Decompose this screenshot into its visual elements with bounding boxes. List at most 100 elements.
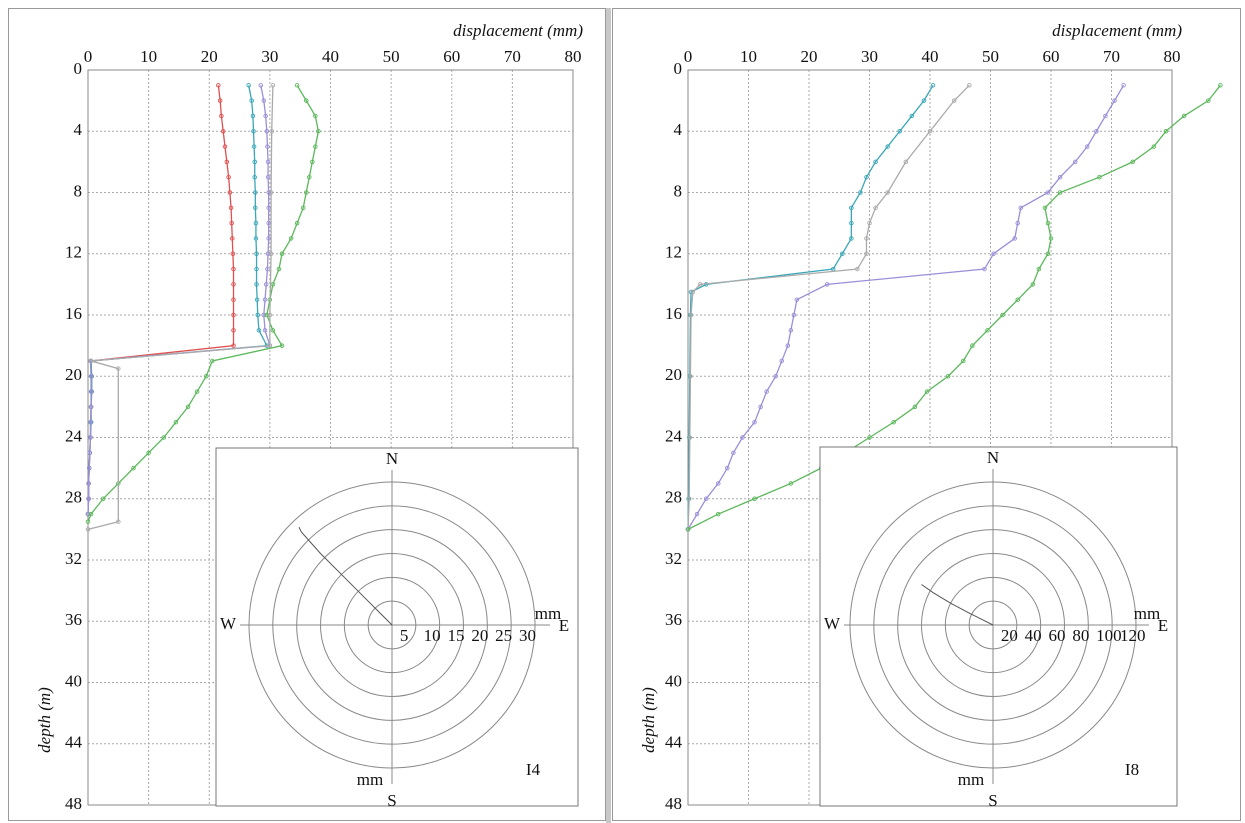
series-marker (264, 312, 270, 318)
series-marker (716, 511, 721, 517)
series-marker (867, 220, 872, 226)
series-marker (985, 328, 990, 333)
x-tick-label: 20 (801, 47, 818, 66)
ring-label: 20 (471, 626, 488, 645)
series-marker (316, 128, 321, 134)
series-marker (252, 159, 257, 165)
unit-label: mm (535, 604, 561, 623)
ring-label: 10 (424, 626, 441, 645)
ring-label: 80 (1072, 626, 1089, 645)
series-marker (1042, 205, 1048, 211)
series-marker (909, 113, 915, 119)
series-marker (849, 220, 854, 226)
series-marker (310, 159, 315, 165)
series-marker (731, 450, 736, 456)
ring-label: 60 (1049, 626, 1066, 645)
y-tick-label: 48 (65, 794, 82, 813)
series-marker (270, 328, 276, 333)
series-marker (230, 236, 235, 241)
series-line (87, 85, 274, 531)
series-marker (982, 266, 987, 272)
series-marker (1000, 312, 1005, 318)
series-marker (1206, 98, 1211, 103)
series-marker (265, 159, 271, 165)
series-line (687, 84, 970, 530)
series-marker (226, 174, 231, 180)
y-tick-label: 40 (65, 671, 82, 690)
series-marker (265, 144, 270, 149)
series-marker (885, 190, 890, 195)
west-label: W (220, 614, 237, 633)
series-marker (1045, 251, 1051, 256)
series-marker (85, 511, 91, 517)
series-marker (1151, 144, 1157, 149)
series-marker (88, 511, 94, 517)
series-line (687, 84, 1125, 530)
series-marker (250, 113, 256, 119)
y-tick-label: 28 (65, 488, 82, 507)
y-tick-label: 0 (674, 59, 683, 78)
series-marker (231, 312, 236, 318)
y-tick-label: 44 (65, 733, 83, 752)
series-marker (219, 113, 224, 119)
series-marker (924, 389, 930, 394)
series-marker (1163, 128, 1169, 134)
series-marker (254, 251, 259, 256)
series-marker (267, 343, 273, 348)
series-marker (1048, 236, 1054, 241)
x-tick-label: 30 (261, 47, 278, 66)
ring-label: 25 (495, 626, 512, 645)
series-marker (991, 251, 996, 256)
series-marker (262, 328, 268, 333)
series-marker (967, 83, 972, 88)
series-marker (131, 465, 136, 471)
north-label: N (987, 448, 999, 467)
series-marker (231, 297, 236, 302)
series-marker (264, 128, 270, 134)
series-marker (231, 343, 236, 348)
south-label: S (988, 791, 997, 810)
series-marker (203, 374, 209, 379)
series-marker (858, 190, 863, 195)
series-marker (263, 282, 269, 287)
series-marker (294, 83, 300, 88)
series-marker (873, 205, 878, 211)
series-marker (88, 435, 93, 440)
series-marker (263, 113, 268, 119)
range-ring (849, 481, 1137, 769)
series-marker (116, 519, 121, 524)
series-marker (88, 404, 94, 410)
series-marker (222, 144, 228, 149)
series-marker (927, 128, 933, 134)
series-marker (227, 190, 233, 195)
series-marker (752, 419, 757, 425)
unit-label: mm (357, 770, 383, 789)
ring-label: 120 (1120, 626, 1146, 645)
series-marker (288, 236, 294, 241)
x-tick-label: 70 (1103, 47, 1120, 66)
y-tick-label: 28 (665, 488, 682, 507)
series-marker (779, 358, 785, 364)
series-marker (824, 282, 830, 287)
series-marker (270, 83, 276, 88)
series-marker (1036, 266, 1042, 272)
east-label: E (559, 616, 569, 635)
y-tick-label: 8 (74, 181, 83, 200)
series-marker (307, 174, 312, 180)
displacement-trace (298, 527, 393, 626)
series-marker (1057, 190, 1063, 195)
series-marker (313, 113, 318, 119)
series-marker (265, 266, 270, 272)
series-marker (785, 343, 791, 348)
series-marker (146, 450, 151, 456)
series-marker (688, 374, 693, 379)
series-marker (921, 98, 927, 103)
x-tick-label: 20 (201, 47, 218, 66)
range-ring (873, 505, 1113, 745)
range-ring (320, 553, 464, 697)
series-marker (87, 450, 93, 456)
series-marker (86, 496, 91, 502)
series-marker (1072, 159, 1078, 165)
east-label: E (1158, 616, 1168, 635)
ring-label: 30 (519, 626, 536, 645)
